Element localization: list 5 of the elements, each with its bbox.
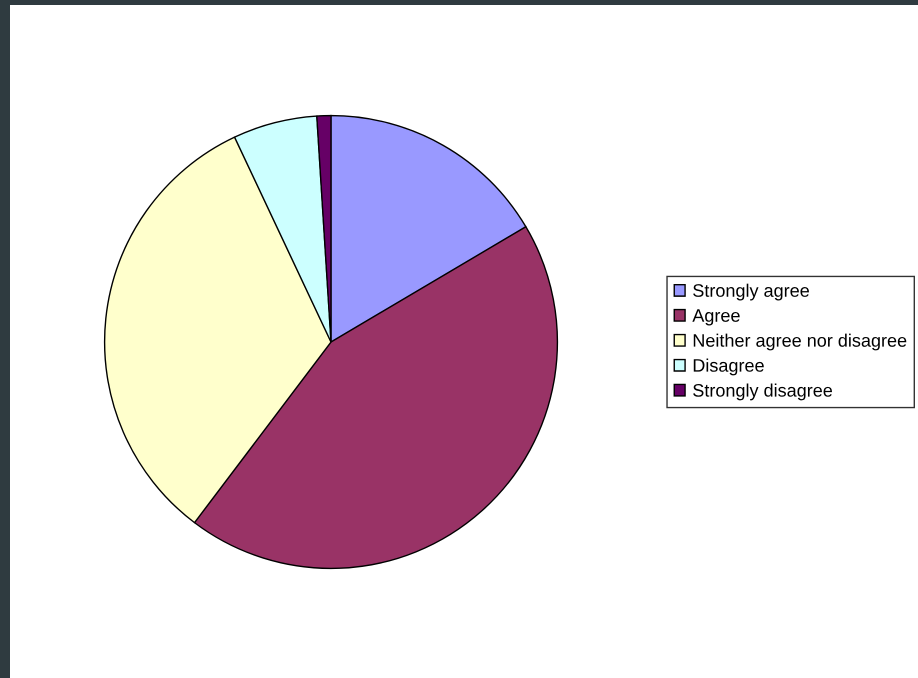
legend-label: Agree (692, 309, 740, 326)
legend-label: Neither agree nor disagree (694, 334, 906, 350)
legend-label: Strongly agree (693, 284, 809, 301)
legend-label: Disagree (694, 358, 764, 376)
legend-label: Strongly disagree (693, 383, 832, 400)
